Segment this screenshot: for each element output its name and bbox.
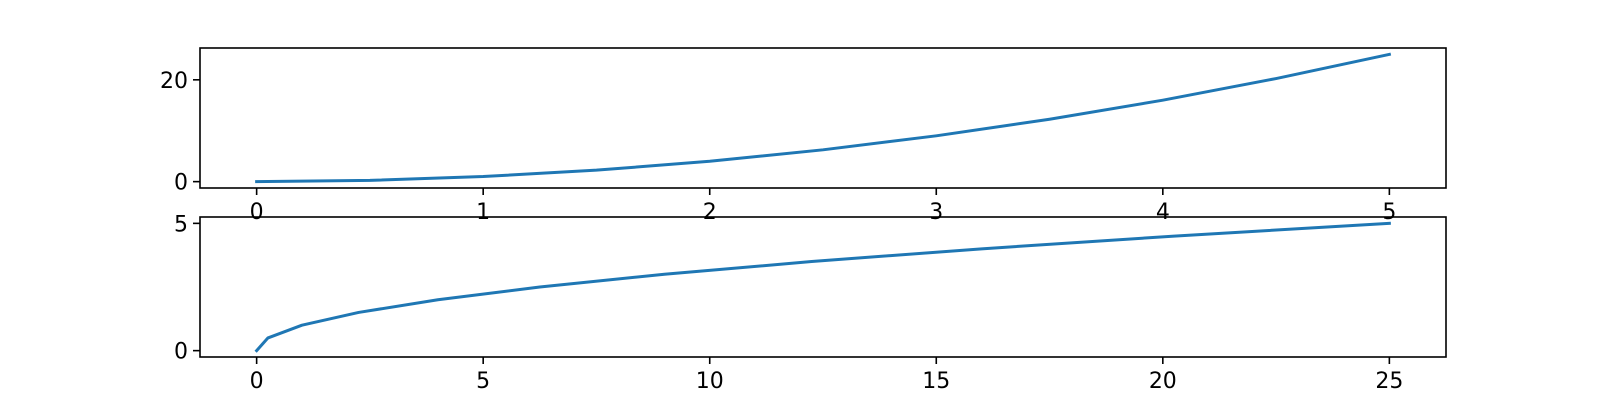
x-tick-label: 0 (250, 369, 264, 394)
top-subplot: 0 1 2 3 4 5 0 20 (160, 47, 1447, 225)
x-tick-label: 20 (1149, 369, 1177, 394)
x-tick-label: 4 (1156, 200, 1170, 225)
x-tick-label: 10 (696, 369, 724, 394)
x-tick-label: 0 (250, 200, 264, 225)
y-tick-label: 0 (174, 340, 188, 365)
x-tick-label: 5 (1382, 200, 1396, 225)
axes-frame (199, 47, 1447, 189)
y-tick-label: 5 (174, 212, 188, 237)
x-tick-label: 5 (476, 369, 490, 394)
y-tick-label: 20 (160, 69, 188, 94)
x-tick-label: 2 (703, 200, 717, 225)
y-tick-label: 0 (174, 171, 188, 196)
axes-frame (199, 216, 1447, 358)
x-tick-label: 1 (476, 200, 490, 225)
x-tick-label: 15 (922, 369, 950, 394)
series-line (255, 52, 1392, 184)
series-line (254, 221, 1391, 353)
x-tick-label: 25 (1375, 369, 1403, 394)
bottom-subplot: 0 5 10 15 20 25 0 5 (174, 212, 1447, 394)
x-tick-label: 3 (929, 200, 943, 225)
